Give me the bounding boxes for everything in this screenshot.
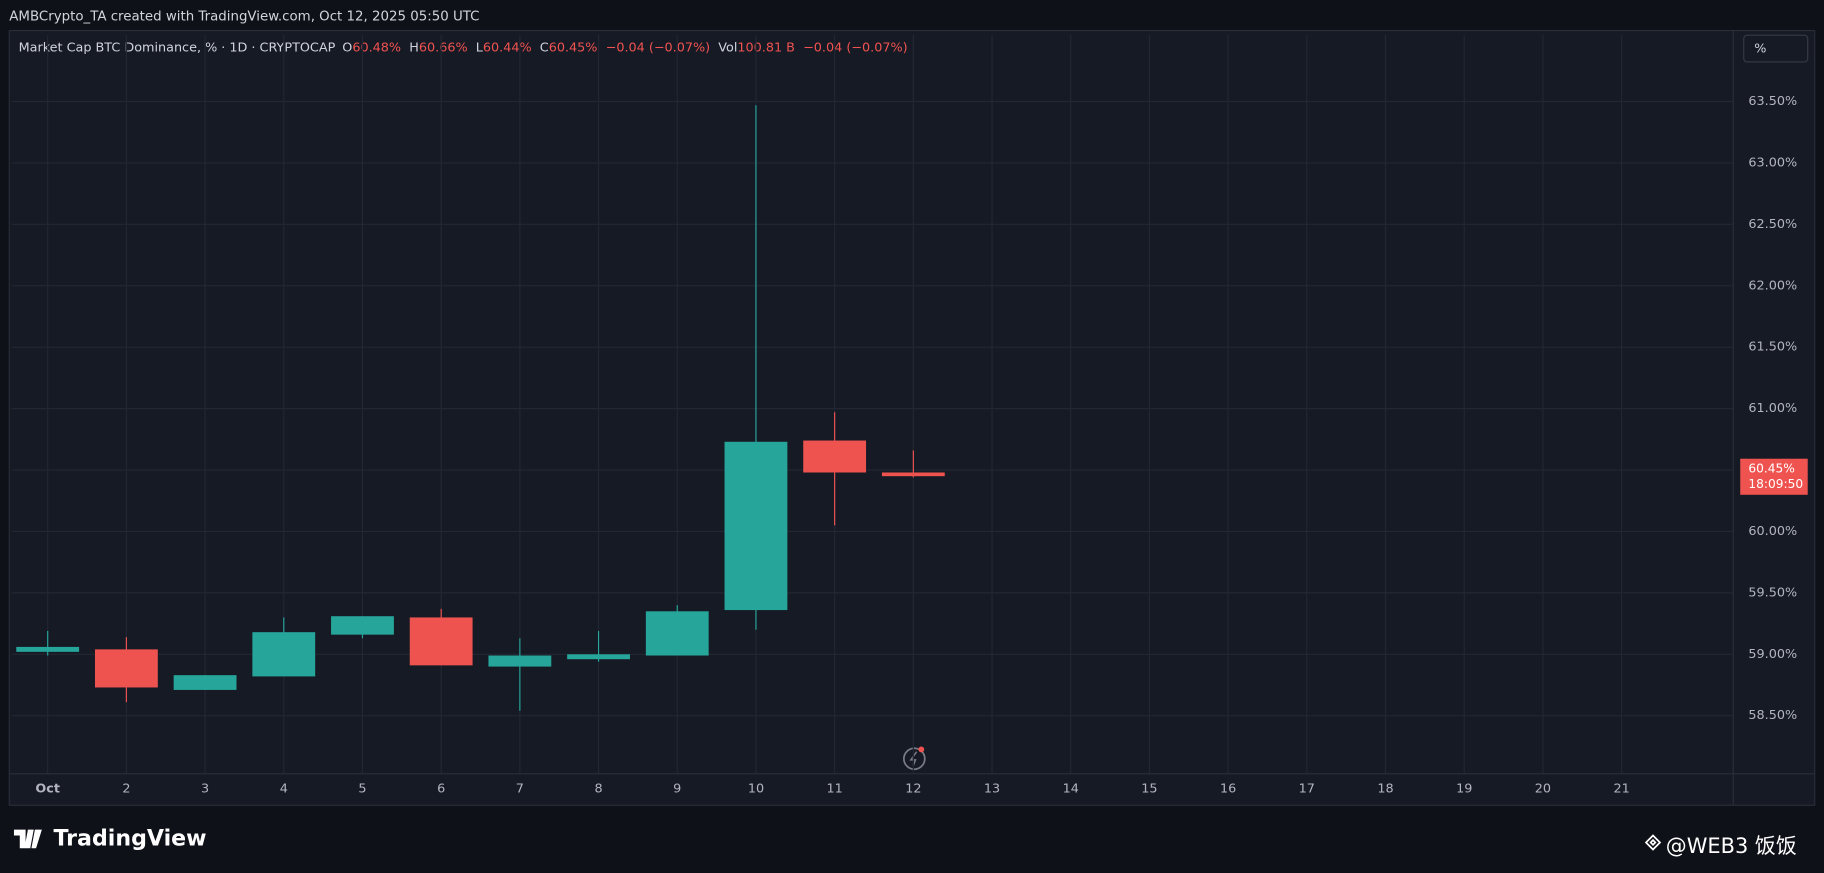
candle-body — [567, 654, 630, 660]
last-price-label: 60.45% — [1748, 462, 1795, 476]
x-tick-label: 14 — [1063, 781, 1079, 796]
legend-key: Vol — [718, 40, 737, 55]
candle-body — [803, 440, 867, 473]
y-tick-label: 63.00% — [1748, 155, 1797, 170]
legend-value: 100.81 B — [737, 40, 795, 55]
x-tick-label: 10 — [748, 781, 764, 796]
y-tick-label: 59.00% — [1748, 647, 1797, 662]
x-tick-label: 7 — [516, 781, 524, 796]
x-tick-label: 12 — [905, 781, 921, 796]
x-tick-label: 19 — [1456, 781, 1472, 796]
last-price-tag — [1740, 458, 1808, 495]
legend-value: 60.44% — [483, 40, 532, 55]
y-tick-label: 58.50% — [1748, 708, 1797, 723]
x-tick-label: 18 — [1377, 781, 1393, 796]
candle-body — [488, 655, 552, 667]
legend-title: Market Cap BTC Dominance, % · 1D · CRYPT… — [19, 40, 336, 55]
x-tick-label: 9 — [673, 781, 681, 796]
chart-panel — [8, 29, 1816, 806]
candle-body — [173, 675, 237, 690]
candle-body — [331, 616, 394, 635]
candle-body — [94, 649, 158, 688]
legend-value: 60.45% — [549, 40, 598, 55]
footer-logo: TradingView — [13, 825, 207, 851]
legend: Market Cap BTC Dominance, % · 1D · CRYPT… — [19, 40, 908, 55]
y-tick-label: 59.50% — [1748, 585, 1797, 600]
legend-key: H — [409, 40, 419, 55]
legend-value: 60.66% — [419, 40, 468, 55]
replay-dot[interactable] — [918, 746, 925, 753]
y-tick-label: 61.00% — [1748, 401, 1797, 416]
legend-key: L — [476, 40, 484, 55]
scale-button-label[interactable]: % — [1754, 42, 1766, 57]
legend-value: 60.48% — [352, 40, 401, 55]
y-tick-label: 62.50% — [1748, 217, 1797, 232]
y-tick-label: 62.00% — [1748, 278, 1797, 293]
legend-value: −0.04 (−0.07%) — [606, 40, 711, 55]
legend-value: −0.04 (−0.07%) — [803, 40, 908, 55]
x-tick-label: 6 — [437, 781, 445, 796]
x-tick-label: 8 — [594, 781, 602, 796]
x-tick-label: 16 — [1220, 781, 1236, 796]
logo-text: TradingView — [54, 825, 207, 851]
y-tick-label: 60.00% — [1748, 524, 1797, 539]
countdown: 18:09:50 — [1748, 477, 1803, 491]
candle-body — [724, 441, 788, 611]
header: AMBCrypto_TA created with TradingView.co… — [9, 10, 479, 25]
candle-body — [881, 472, 945, 477]
candle-body — [645, 611, 709, 656]
x-tick-label: 3 — [201, 781, 209, 796]
x-tick-label: 20 — [1535, 781, 1551, 796]
x-tick-label: 15 — [1141, 781, 1157, 796]
candle-body — [409, 617, 473, 666]
scale-button[interactable] — [1743, 34, 1809, 63]
x-tick-label: 17 — [1299, 781, 1315, 796]
candle-body — [16, 646, 80, 652]
y-tick-label: 61.50% — [1748, 340, 1797, 355]
x-tick-label: 4 — [280, 781, 288, 796]
x-tick-label: 11 — [827, 781, 843, 796]
x-tick-label: Oct — [35, 781, 60, 796]
x-tick-label: 2 — [122, 781, 130, 796]
watermark: @WEB3 饭饭 — [1644, 834, 1797, 858]
replay-circle[interactable] — [902, 747, 926, 771]
legend-key: C — [540, 40, 549, 55]
x-tick-label: 13 — [984, 781, 1000, 796]
x-tick-label: 5 — [358, 781, 366, 796]
watermark-text: @WEB3 饭饭 — [1666, 834, 1797, 858]
y-tick-label: 63.50% — [1748, 94, 1797, 109]
legend-key: O — [342, 40, 352, 55]
x-tick-label: 21 — [1613, 781, 1629, 796]
candle-body — [252, 632, 316, 677]
logo-icon — [13, 829, 42, 849]
watermark-icon — [1644, 834, 1662, 851]
